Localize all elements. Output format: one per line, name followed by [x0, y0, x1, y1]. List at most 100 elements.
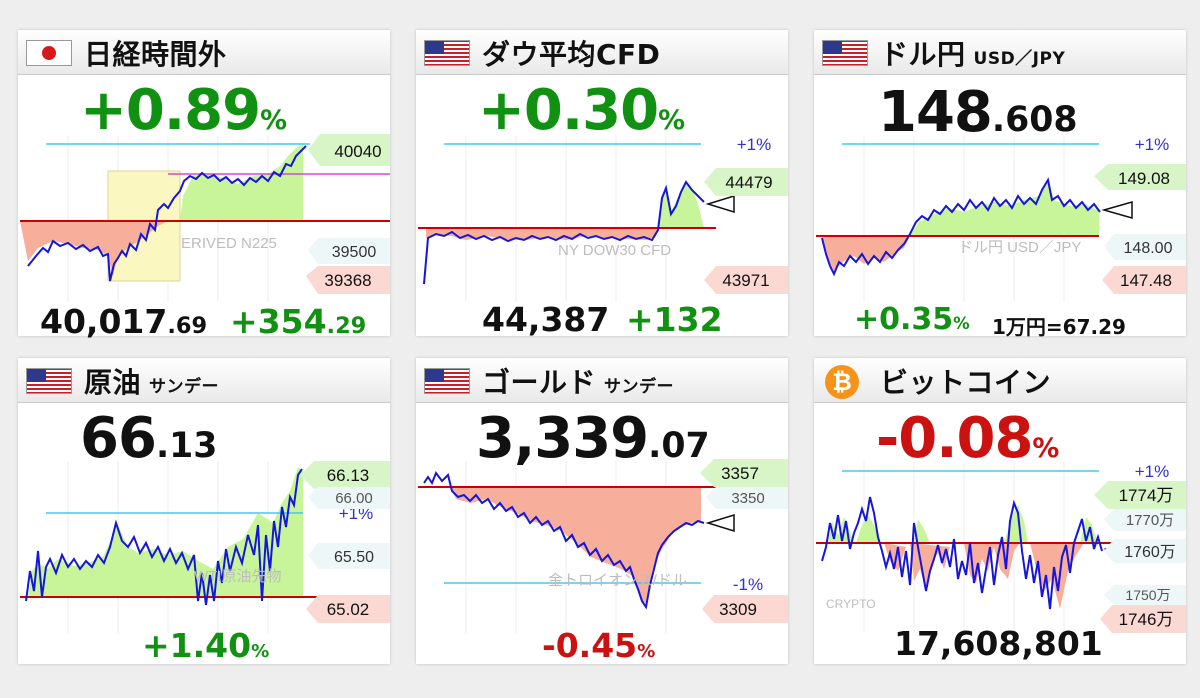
price-line — [821, 177, 1101, 277]
card-bitcoin[interactable]: ₿ ビットコイン -0.08% +1% CRYPTO 1774万 1770万 — [814, 358, 1186, 664]
price-change: +354.29 — [230, 302, 367, 341]
band-label: +1% — [737, 135, 772, 154]
svg-text:39368: 39368 — [324, 271, 371, 290]
us-flag-icon — [424, 40, 470, 66]
change-percent: +0.89% — [80, 78, 288, 143]
svg-text:3357: 3357 — [721, 464, 759, 483]
svg-text:1746万: 1746万 — [1119, 610, 1174, 629]
card-header: ダウ平均CFD — [416, 30, 788, 75]
current-price-marker — [705, 513, 735, 533]
price-line — [25, 468, 303, 606]
card-header: 原油 サンデー — [18, 358, 390, 403]
price-chart: +1% ドル円 USD／JPY 149.08 148.00 147.48 — [816, 135, 1186, 302]
svg-text:1770万: 1770万 — [1126, 512, 1174, 529]
current-price: 3,339.07 — [476, 406, 710, 471]
svg-text:1760万: 1760万 — [1124, 544, 1176, 561]
bitcoin-icon: ₿ — [825, 365, 859, 399]
band-label: +1% — [1135, 462, 1170, 481]
svg-text:149.08: 149.08 — [1118, 169, 1170, 188]
svg-text:44479: 44479 — [725, 173, 772, 192]
card-dow[interactable]: ダウ平均CFD +0.30% +1% NY DOW30 CFD 44479 43… — [416, 30, 788, 339]
price-label-3309: 3309 — [702, 595, 788, 623]
price-label-65-50: 65.50 — [308, 543, 390, 569]
ten-thousand-yen-rate: 1万円=67.29 — [992, 315, 1126, 339]
gain-area — [28, 467, 303, 597]
svg-text:65.50: 65.50 — [334, 549, 374, 566]
svg-text:3350: 3350 — [731, 490, 764, 507]
price-change: +132 — [626, 300, 723, 339]
last-price: 40,017.69 — [40, 302, 208, 341]
card-title: 日経時間外 — [84, 38, 227, 71]
card-title: ドル円 USD／JPY — [880, 38, 1066, 71]
svg-text:148.00: 148.00 — [1124, 240, 1173, 257]
change-percent: +0.30% — [478, 78, 686, 143]
price-chart: +1% CRYPTO 1774万 1770万 1760万 1750万 1746万 — [816, 461, 1186, 633]
chart-watermark: CRYPTO — [826, 597, 876, 611]
price-label-1774: 1774万 — [1094, 481, 1186, 509]
change-percent: -0.45% — [542, 626, 656, 665]
us-flag-icon — [26, 368, 72, 394]
svg-text:3309: 3309 — [719, 600, 757, 619]
price-chart: ERIVED N225 40040 39500 39368 — [20, 134, 390, 302]
card-gold[interactable]: ゴールド サンデー 3,339.07 -1% 金トロイオンス/ドル 3357 33… — [416, 358, 788, 665]
loss-area — [822, 236, 910, 271]
price-label-147-48: 147.48 — [1102, 266, 1186, 294]
card-usdjpy[interactable]: ドル円 USD／JPY 148.608 +1% ドル円 USD／JPY 149.0… — [814, 30, 1186, 339]
gain-area — [910, 182, 1099, 236]
price-label-43971: 43971 — [704, 266, 788, 294]
price-label-66-13: 66.13 — [300, 461, 390, 489]
price-label-66-00: 66.00 — [308, 487, 390, 509]
chart-watermark: ドル円 USD／JPY — [958, 239, 1081, 256]
current-price-marker — [705, 194, 735, 214]
last-price: 44,387 — [482, 300, 610, 339]
svg-text:66.13: 66.13 — [327, 466, 370, 485]
card-title: ゴールド サンデー — [482, 366, 675, 399]
svg-text:66.00: 66.00 — [335, 490, 373, 507]
price-line — [27, 145, 307, 282]
gain-area — [658, 184, 704, 228]
svg-text:1750万: 1750万 — [1125, 587, 1170, 603]
japan-flag-icon — [26, 40, 72, 66]
svg-text:39500: 39500 — [332, 244, 377, 261]
us-flag-icon — [822, 40, 868, 66]
price-label-1760: 1760万 — [1104, 539, 1186, 563]
card-nikkei[interactable]: 日経時間外 +0.89% ERIVED N225 40040 39500 — [18, 30, 390, 341]
current-price: 66.13 — [80, 406, 218, 471]
change-percent: +1.40% — [142, 626, 270, 665]
price-chart: -1% 金トロイオンス/ドル 3357 3350 3309 — [418, 459, 788, 633]
svg-text:65.02: 65.02 — [327, 600, 370, 619]
last-price: 17,608,801 — [894, 624, 1103, 663]
card-title: 原油 サンデー — [84, 366, 220, 399]
price-label-149-08: 149.08 — [1094, 164, 1186, 190]
svg-text:1774万: 1774万 — [1119, 486, 1174, 505]
grid-lines — [465, 136, 667, 302]
band-label: +1% — [1135, 135, 1170, 154]
price-label-3350: 3350 — [706, 487, 788, 509]
price-chart: +1% NY DOW30 CFD 44479 43971 — [418, 135, 788, 302]
card-header: ドル円 USD／JPY — [814, 30, 1186, 75]
svg-text:43971: 43971 — [722, 271, 769, 290]
band-label: -1% — [733, 575, 763, 594]
card-header: ₿ ビットコイン — [814, 358, 1186, 403]
svg-text:147.48: 147.48 — [1120, 271, 1172, 290]
change-percent: -0.08% — [876, 406, 1060, 471]
price-label-1770: 1770万 — [1104, 509, 1186, 531]
chart-watermark: WTI原油先物 — [194, 568, 282, 585]
price-chart: +1% WTI原油先物 66.13 66.00 65.50 65.02 — [20, 461, 390, 633]
current-rate: 148.608 — [878, 80, 1078, 145]
price-label-40040: 40040 — [308, 134, 390, 166]
price-line — [821, 496, 1103, 610]
card-header: ゴールド サンデー — [416, 358, 788, 403]
chart-watermark: NY DOW30 CFD — [558, 242, 671, 259]
price-label-39368: 39368 — [306, 266, 390, 294]
card-title: ダウ平均CFD — [482, 38, 661, 71]
price-label-44479: 44479 — [704, 168, 788, 196]
price-label-65-02: 65.02 — [306, 595, 390, 623]
card-header: 日経時間外 — [18, 30, 390, 75]
price-label-1750: 1750万 — [1104, 585, 1186, 605]
price-label-1746: 1746万 — [1100, 605, 1186, 633]
card-title: ビットコイン — [880, 366, 1052, 399]
svg-text:40040: 40040 — [334, 142, 381, 161]
card-crude[interactable]: 原油 サンデー 66.13 +1% WTI原油先物 66.13 66.00 65.… — [18, 358, 390, 665]
price-label-3357: 3357 — [700, 459, 788, 487]
